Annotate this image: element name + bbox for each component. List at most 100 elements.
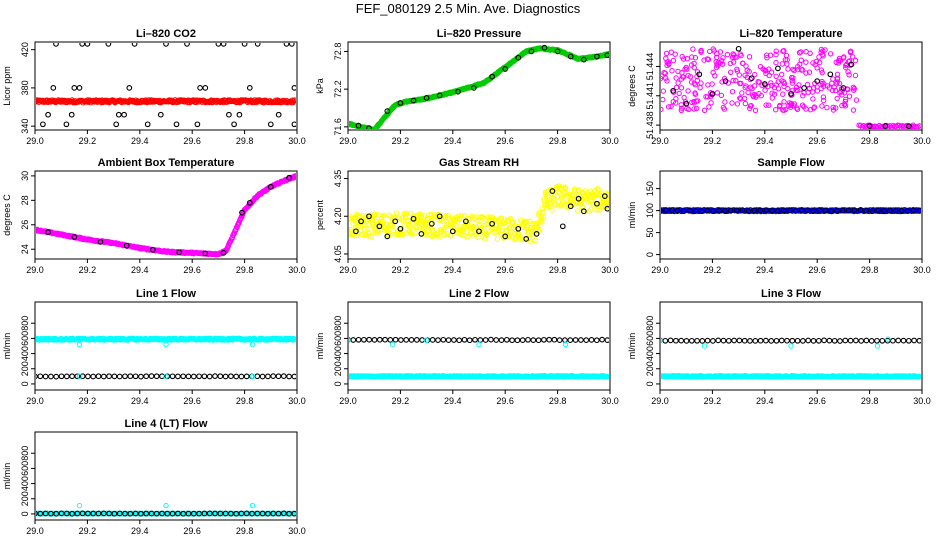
data-point (515, 225, 522, 232)
data-point (698, 80, 704, 86)
y-tick-label: 4.35 (333, 170, 343, 188)
data-point (822, 207, 828, 214)
data-point (520, 224, 526, 231)
data-point (719, 58, 725, 64)
data-point (510, 224, 516, 231)
data-point (597, 207, 603, 213)
data-point (701, 343, 708, 349)
data-point (50, 85, 57, 91)
data-point (436, 92, 443, 99)
data-point (839, 102, 845, 109)
data-point (727, 60, 734, 67)
data-point (704, 94, 711, 100)
data-point (807, 107, 814, 113)
data-point (220, 250, 227, 256)
data-point (53, 510, 60, 517)
data-point (489, 220, 495, 227)
data-point (42, 510, 49, 517)
data-point (714, 54, 720, 60)
data-point (673, 96, 679, 102)
data-point (549, 188, 556, 194)
data-point (580, 56, 587, 63)
data-point (48, 510, 54, 517)
data-point (539, 219, 545, 225)
data-point (887, 207, 893, 214)
data-point (562, 185, 569, 191)
y-axis-label: kPa (315, 78, 325, 94)
data-point (157, 111, 164, 118)
x-tick-label: 29.4 (131, 526, 149, 536)
data-point (58, 510, 65, 517)
data-point (788, 90, 794, 97)
plot-frame (347, 41, 611, 131)
data-point (734, 66, 740, 73)
data-point (371, 337, 378, 343)
data-point (95, 510, 102, 517)
data-point (106, 373, 112, 380)
data-point (819, 51, 826, 58)
data-point (164, 510, 171, 517)
data-point (84, 43, 91, 47)
x-tick-label: 30.0 (913, 396, 931, 406)
data-point (509, 337, 515, 344)
data-point (265, 510, 271, 517)
data-point (688, 79, 695, 85)
data-point (688, 337, 695, 344)
data-point (846, 93, 853, 99)
data-point (794, 105, 800, 111)
data-point (722, 78, 729, 84)
x-tick-label: 29.6 (183, 136, 201, 146)
data-point (800, 338, 806, 344)
data-point (690, 46, 696, 52)
data-point (751, 83, 758, 89)
data-point (733, 207, 740, 214)
data-point (824, 83, 831, 89)
data-point (795, 64, 801, 70)
data-point (744, 67, 750, 74)
y-tick-label: 51.438 (645, 111, 655, 139)
data-point (809, 89, 816, 95)
data-point (95, 373, 102, 380)
panel-title: Li–820 CO2 (136, 28, 196, 40)
data-point (36, 510, 38, 517)
data-point (882, 123, 889, 129)
data-point (895, 337, 902, 344)
data-point (594, 53, 600, 60)
data-point (693, 105, 700, 112)
data-point (376, 336, 383, 343)
data-point (352, 218, 358, 224)
data-point (196, 510, 202, 517)
data-point (683, 338, 690, 344)
data-point (393, 210, 400, 216)
data-point (688, 62, 695, 68)
data-point (596, 192, 603, 198)
plot-frame (659, 170, 923, 260)
data-point (567, 337, 574, 343)
data-point (234, 224, 240, 231)
data-point (288, 43, 295, 47)
data-point (745, 89, 751, 96)
data-point (525, 336, 531, 343)
data-point (722, 99, 728, 105)
x-tick-label: 29.2 (704, 265, 722, 275)
data-point (667, 337, 674, 344)
data-point (848, 61, 855, 68)
data-point (217, 373, 224, 380)
data-point (212, 510, 218, 517)
x-tick-label: 29.8 (236, 526, 254, 536)
data-point (293, 173, 296, 179)
data-point (236, 111, 243, 118)
data-point (206, 373, 213, 380)
data-point (418, 231, 425, 237)
data-point (557, 185, 563, 192)
series-group (661, 336, 921, 380)
data-point (275, 373, 282, 380)
data-point (819, 103, 825, 109)
data-point (826, 337, 833, 344)
data-point (798, 207, 805, 213)
data-point (286, 510, 292, 517)
data-point (138, 373, 144, 380)
data-point (734, 101, 741, 107)
data-point (789, 78, 795, 84)
data-point (606, 196, 609, 202)
